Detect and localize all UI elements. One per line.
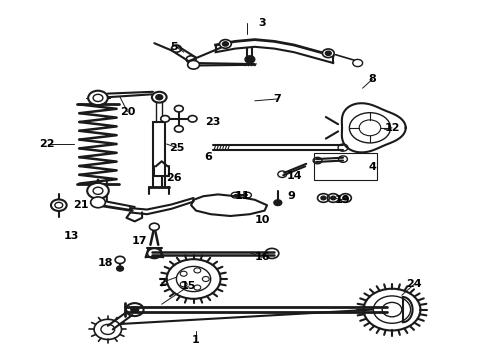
Text: 19: 19: [335, 195, 351, 205]
Text: 9: 9: [288, 191, 295, 201]
Circle shape: [245, 56, 255, 63]
Circle shape: [88, 91, 108, 105]
Text: 6: 6: [204, 152, 212, 162]
Circle shape: [331, 196, 336, 200]
Bar: [314, 153, 377, 180]
Text: 3: 3: [258, 18, 266, 28]
Text: 24: 24: [406, 279, 422, 289]
Text: 12: 12: [384, 123, 400, 133]
Text: 14: 14: [286, 171, 302, 181]
Text: 18: 18: [98, 258, 113, 268]
Circle shape: [174, 105, 183, 112]
Circle shape: [174, 126, 183, 132]
Circle shape: [321, 196, 326, 200]
Text: 11: 11: [235, 191, 250, 201]
Text: 21: 21: [73, 200, 89, 210]
Circle shape: [322, 49, 334, 58]
Text: 20: 20: [120, 107, 135, 117]
Circle shape: [220, 40, 231, 48]
Circle shape: [274, 200, 282, 206]
Circle shape: [325, 51, 331, 55]
Text: 17: 17: [132, 236, 147, 246]
Circle shape: [188, 60, 199, 69]
Circle shape: [149, 223, 159, 230]
Text: 5: 5: [170, 42, 178, 52]
Text: 26: 26: [166, 173, 182, 183]
Text: 25: 25: [169, 143, 184, 153]
Circle shape: [161, 116, 170, 122]
Text: 16: 16: [254, 252, 270, 262]
Text: 8: 8: [368, 74, 376, 84]
Text: 13: 13: [63, 231, 79, 241]
Text: 2: 2: [158, 278, 166, 288]
Text: 22: 22: [39, 139, 54, 149]
Circle shape: [91, 197, 105, 208]
Text: 15: 15: [181, 281, 196, 291]
Circle shape: [222, 42, 228, 46]
Circle shape: [152, 92, 167, 103]
Circle shape: [87, 183, 109, 199]
Circle shape: [343, 196, 348, 200]
Circle shape: [156, 95, 163, 100]
Circle shape: [188, 116, 197, 122]
Circle shape: [353, 59, 363, 67]
Text: 4: 4: [368, 162, 376, 172]
Text: 7: 7: [273, 94, 281, 104]
Text: 10: 10: [254, 215, 270, 225]
Text: 1: 1: [192, 335, 200, 345]
Circle shape: [117, 266, 123, 271]
Circle shape: [131, 307, 139, 312]
Text: 23: 23: [205, 117, 221, 127]
